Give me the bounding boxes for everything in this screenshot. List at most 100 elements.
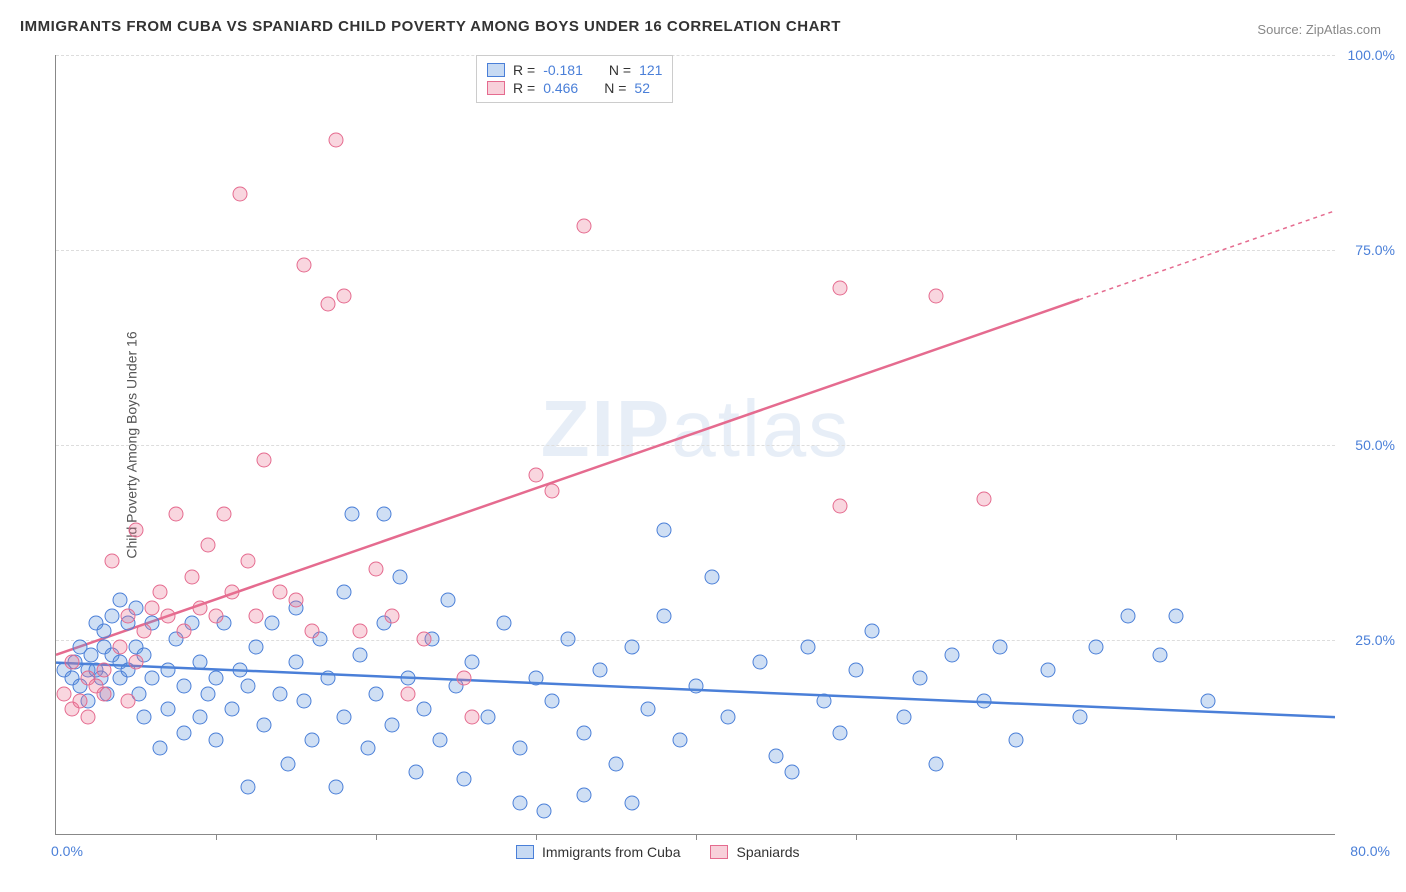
scatter-point	[345, 507, 360, 522]
legend-series: Immigrants from Cuba Spaniards	[516, 844, 800, 860]
scatter-point	[913, 671, 928, 686]
scatter-point	[161, 702, 176, 717]
scatter-point	[513, 795, 528, 810]
scatter-point	[121, 608, 136, 623]
scatter-point	[401, 671, 416, 686]
scatter-point	[465, 710, 480, 725]
scatter-point	[785, 764, 800, 779]
scatter-point	[417, 632, 432, 647]
scatter-point	[225, 702, 240, 717]
scatter-point	[337, 710, 352, 725]
swatch-blue	[516, 845, 534, 859]
scatter-point	[1153, 647, 1168, 662]
x-tick	[856, 834, 857, 840]
scatter-point	[545, 694, 560, 709]
gridline	[56, 445, 1335, 446]
scatter-point	[305, 733, 320, 748]
x-tick	[696, 834, 697, 840]
scatter-point	[529, 468, 544, 483]
scatter-point	[217, 507, 232, 522]
scatter-point	[409, 764, 424, 779]
scatter-point	[849, 663, 864, 678]
scatter-point	[689, 678, 704, 693]
r-value-cuba: -0.181	[543, 62, 583, 78]
swatch-pink	[710, 845, 728, 859]
scatter-point	[1201, 694, 1216, 709]
scatter-point	[57, 686, 72, 701]
scatter-point	[833, 281, 848, 296]
scatter-point	[1089, 639, 1104, 654]
scatter-point	[153, 585, 168, 600]
scatter-point	[137, 710, 152, 725]
watermark: ZIPatlas	[541, 383, 850, 475]
source-attribution: Source: ZipAtlas.com	[1257, 22, 1381, 37]
source-label: Source:	[1257, 22, 1302, 37]
gridline	[56, 640, 1335, 641]
scatter-point	[153, 741, 168, 756]
scatter-point	[609, 756, 624, 771]
scatter-point	[129, 655, 144, 670]
scatter-point	[121, 694, 136, 709]
legend-label-cuba: Immigrants from Cuba	[542, 844, 680, 860]
scatter-point	[1169, 608, 1184, 623]
scatter-point	[329, 132, 344, 147]
scatter-point	[433, 733, 448, 748]
scatter-point	[673, 733, 688, 748]
scatter-point	[625, 795, 640, 810]
r-value-spaniard: 0.466	[543, 80, 578, 96]
scatter-point	[929, 756, 944, 771]
scatter-point	[273, 686, 288, 701]
scatter-point	[185, 569, 200, 584]
scatter-point	[177, 725, 192, 740]
scatter-point	[193, 710, 208, 725]
n-value-cuba: 121	[639, 62, 662, 78]
n-value-spaniard: 52	[634, 80, 650, 96]
scatter-point	[353, 647, 368, 662]
legend-row-spaniard: R = 0.466 N = 52	[487, 80, 662, 96]
scatter-point	[249, 608, 264, 623]
scatter-point	[593, 663, 608, 678]
scatter-point	[329, 780, 344, 795]
scatter-point	[577, 725, 592, 740]
scatter-point	[257, 717, 272, 732]
scatter-point	[945, 647, 960, 662]
scatter-point	[657, 522, 672, 537]
scatter-point	[105, 608, 120, 623]
y-tick-label: 75.0%	[1340, 242, 1395, 258]
scatter-point	[441, 593, 456, 608]
scatter-point	[113, 639, 128, 654]
scatter-point	[321, 671, 336, 686]
scatter-point	[209, 608, 224, 623]
scatter-point	[73, 694, 88, 709]
scatter-point	[513, 741, 528, 756]
scatter-point	[865, 624, 880, 639]
scatter-point	[177, 624, 192, 639]
scatter-point	[129, 522, 144, 537]
r-label: R =	[513, 62, 535, 78]
x-tick	[376, 834, 377, 840]
scatter-point	[177, 678, 192, 693]
scatter-point	[385, 717, 400, 732]
r-label: R =	[513, 80, 535, 96]
scatter-point	[297, 694, 312, 709]
scatter-point	[145, 671, 160, 686]
scatter-point	[353, 624, 368, 639]
scatter-point	[897, 710, 912, 725]
scatter-point	[1009, 733, 1024, 748]
x-tick	[1176, 834, 1177, 840]
n-label: N =	[604, 80, 626, 96]
scatter-point	[97, 686, 112, 701]
scatter-point	[321, 296, 336, 311]
scatter-point	[529, 671, 544, 686]
scatter-point	[833, 725, 848, 740]
scatter-point	[769, 749, 784, 764]
scatter-point	[369, 561, 384, 576]
scatter-point	[705, 569, 720, 584]
y-tick-label: 100.0%	[1340, 47, 1395, 63]
scatter-point	[257, 452, 272, 467]
scatter-point	[361, 741, 376, 756]
scatter-point	[537, 803, 552, 818]
scatter-point	[289, 593, 304, 608]
scatter-point	[977, 491, 992, 506]
legend-item-cuba: Immigrants from Cuba	[516, 844, 680, 860]
